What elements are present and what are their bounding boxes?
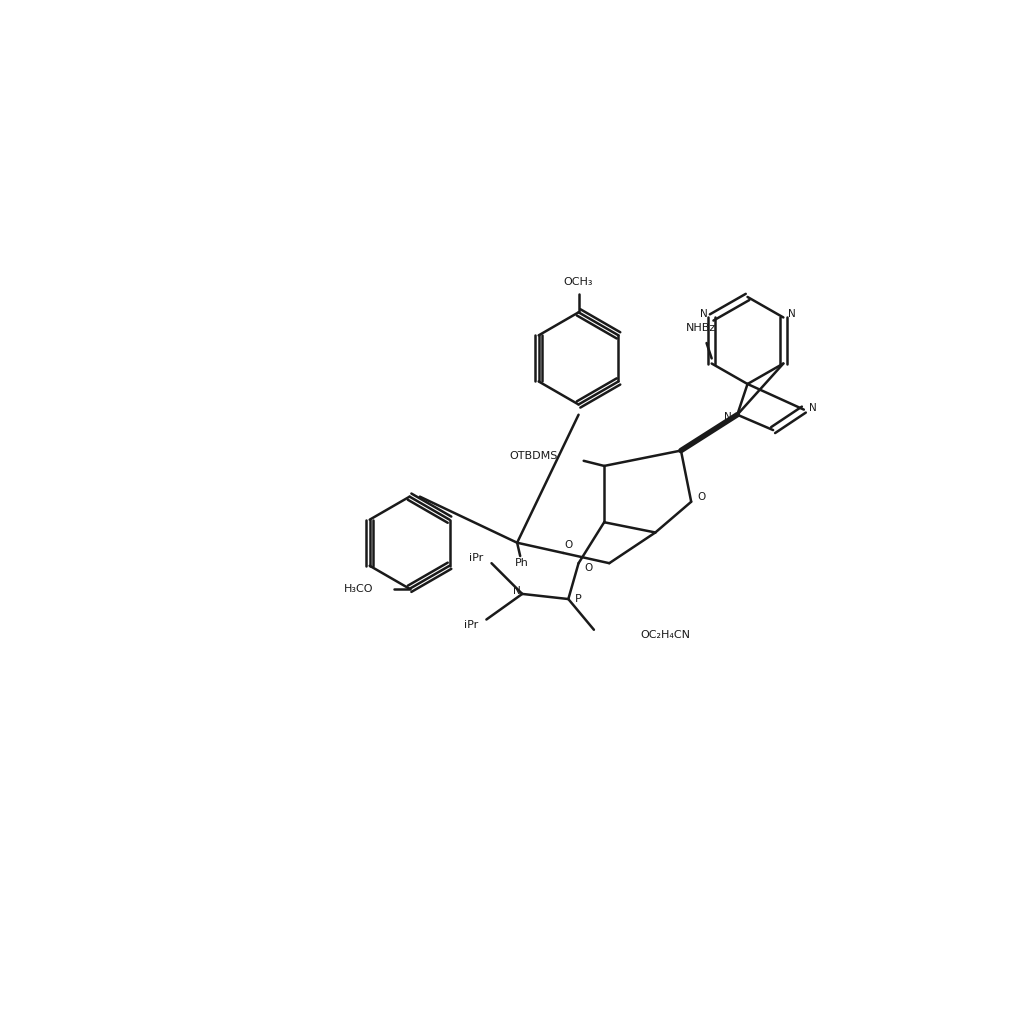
Text: O: O (564, 540, 572, 550)
Text: Ph: Ph (515, 558, 529, 568)
Text: H₃CO: H₃CO (344, 584, 374, 594)
Text: N: N (724, 412, 732, 422)
Text: O: O (585, 563, 593, 573)
Text: N: N (513, 586, 521, 596)
Text: OTBDMS: OTBDMS (510, 451, 558, 461)
Text: P: P (575, 594, 582, 604)
Text: O: O (697, 492, 706, 502)
Text: N: N (809, 402, 817, 413)
Text: NHBz: NHBz (686, 323, 717, 333)
Text: OCH₃: OCH₃ (564, 276, 593, 287)
Text: OC₂H₄CN: OC₂H₄CN (640, 630, 690, 640)
Text: iPr: iPr (469, 553, 483, 563)
Text: N: N (699, 309, 708, 319)
Text: N: N (787, 309, 796, 319)
Text: iPr: iPr (464, 620, 478, 630)
